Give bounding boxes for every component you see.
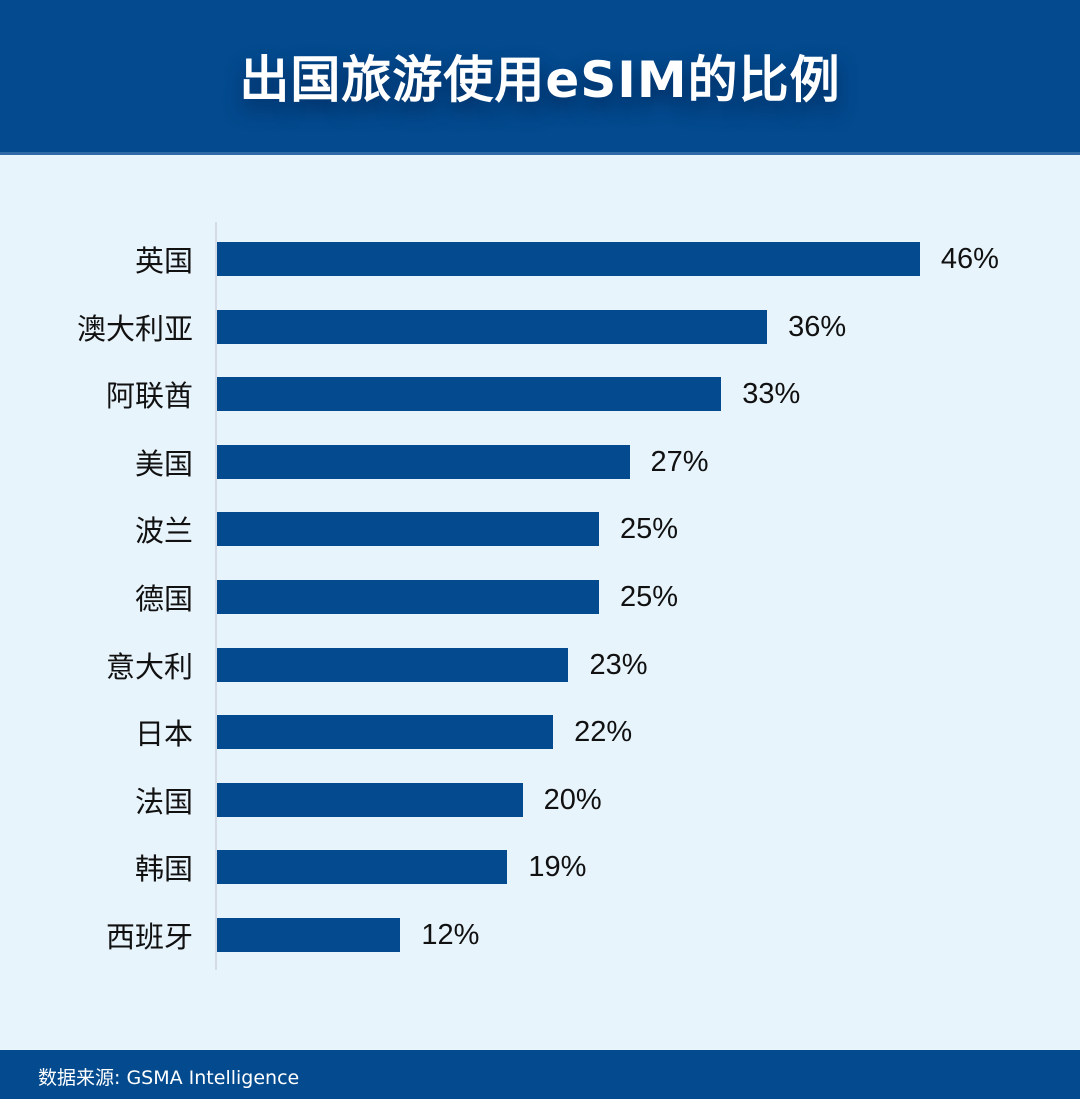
bar-row: 英国 46% <box>0 242 1080 278</box>
value-label: 20% <box>543 783 602 816</box>
value-label: 23% <box>589 648 648 681</box>
bar <box>217 444 630 479</box>
source-note: 数据来源: GSMA Intelligence <box>38 1067 300 1089</box>
category-label: 阿联酋 <box>105 379 193 414</box>
bar <box>217 715 554 750</box>
category-label: 韩国 <box>134 852 193 887</box>
bar <box>217 647 569 682</box>
category-label: 西班牙 <box>105 920 193 954</box>
value-label: 25% <box>620 581 679 613</box>
value-label: 19% <box>528 851 587 884</box>
bar-row: 美国 27% <box>0 444 1080 481</box>
bar-row: 阿联酋 33% <box>0 377 1080 413</box>
header-banner: 出国旅游使用eSIM的比例 <box>0 0 1080 155</box>
bar-row: 澳大利亚 36% <box>0 309 1080 346</box>
category-label: 澳大利亚 <box>76 311 193 346</box>
value-label: 46% <box>940 243 999 275</box>
chart-title: 出国旅游使用eSIM的比例 <box>239 51 841 109</box>
bar-row: 德国 25% <box>0 580 1080 616</box>
category-label: 波兰 <box>134 514 193 549</box>
category-label: 德国 <box>134 582 193 616</box>
bar <box>217 580 599 614</box>
bar <box>217 512 599 547</box>
bar <box>217 782 523 817</box>
category-label: 美国 <box>134 446 193 481</box>
category-label: 意大利 <box>105 649 193 684</box>
value-label: 25% <box>620 513 679 546</box>
category-label: 英国 <box>134 244 193 278</box>
y-axis-line <box>215 222 217 970</box>
bar-row: 日本 22% <box>0 715 1080 751</box>
bar <box>217 918 401 952</box>
category-label: 法国 <box>134 784 193 819</box>
value-label: 12% <box>421 919 480 951</box>
value-label: 36% <box>788 310 847 343</box>
bar-row: 韩国 19% <box>0 850 1080 886</box>
bar <box>217 850 508 885</box>
bar <box>217 309 768 344</box>
bar-row: 法国 20% <box>0 782 1080 819</box>
value-label: 27% <box>650 445 709 478</box>
bar-row: 西班牙 12% <box>0 918 1080 954</box>
category-label: 日本 <box>134 717 193 752</box>
bar <box>217 377 722 412</box>
bar <box>217 242 920 276</box>
bar-row: 意大利 23% <box>0 647 1080 684</box>
footer-banner: 数据来源: GSMA Intelligence <box>0 1050 1080 1099</box>
bar-row: 波兰 25% <box>0 512 1080 548</box>
value-label: 33% <box>742 378 801 411</box>
value-label: 22% <box>574 716 633 749</box>
